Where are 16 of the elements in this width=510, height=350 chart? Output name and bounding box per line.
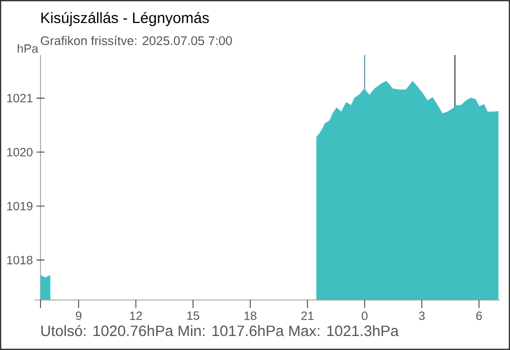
chart-title: Kisújszállás - Légnyomás — [41, 12, 209, 26]
x-tick-label: 18 — [244, 312, 256, 320]
x-tick-label: 15 — [187, 312, 200, 320]
y-axis-title: hPa — [18, 44, 38, 53]
x-tick-label: 9 — [76, 312, 82, 320]
x-tick-label: 6 — [476, 312, 482, 320]
y-tick-label: 1019 — [7, 202, 32, 210]
x-tick-label: 0 — [362, 312, 368, 320]
x-tick-label: 3 — [418, 312, 425, 320]
y-tick-label: 1021 — [7, 94, 32, 102]
y-tick-label: 1020 — [7, 148, 33, 156]
chart-subtitle: Grafikon frissítve: 2025.07.05 7:00 — [40, 36, 232, 46]
y-tick-label: 1018 — [7, 256, 32, 264]
text: Utolsó: 1020.76hPa Min: 1017.6hPa Max: 1021.3hPa — [41, 324, 399, 336]
x-tick-label: 21 — [301, 312, 314, 320]
x-tick-label: 12 — [130, 312, 142, 320]
